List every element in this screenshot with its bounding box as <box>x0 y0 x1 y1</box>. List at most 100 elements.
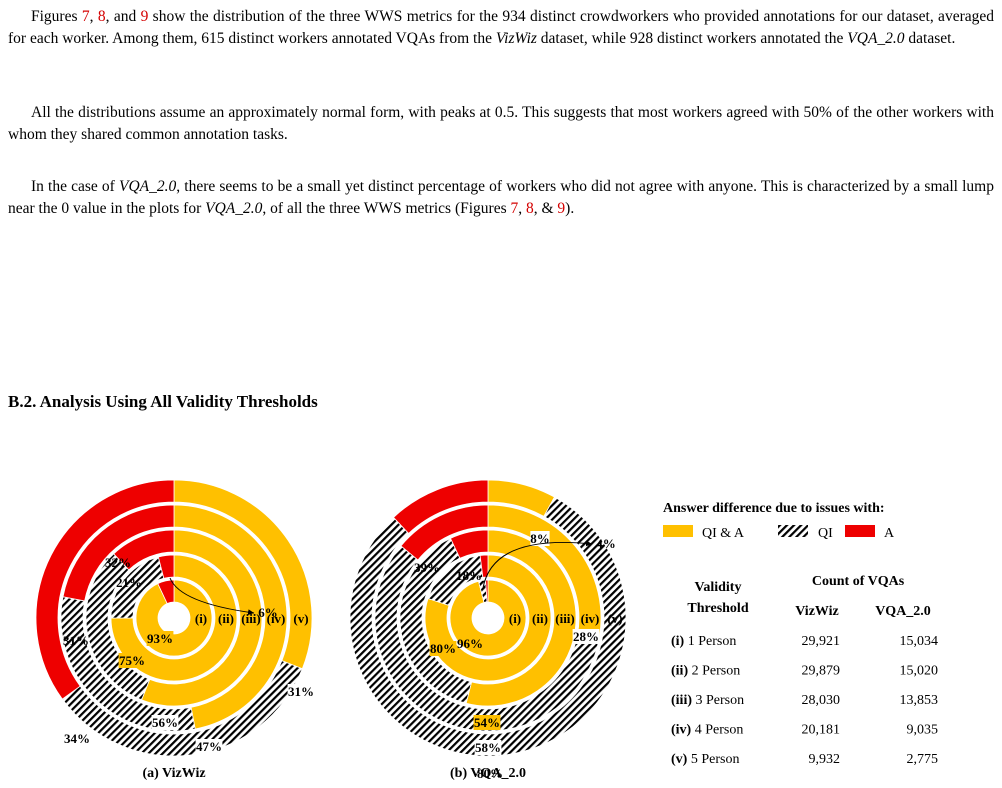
vizwiz-ring-2-a-segment <box>157 554 175 579</box>
paragraph-3: In the case of VQA_2.0, there seems to b… <box>8 176 994 220</box>
vizwiz-ring-label-5: (v) <box>293 611 308 626</box>
vqa-percent-label-8: 28% <box>573 629 599 644</box>
vqa-percent-label-3: 18% <box>456 568 482 583</box>
vizwiz-label-bg-8 <box>195 739 223 754</box>
table-row: (i) 1 Person 29,921 15,034 <box>671 634 938 649</box>
vqa-percent-label-6: 58% <box>475 740 501 755</box>
legend-label-qi-and-a: QI & A <box>702 526 745 541</box>
vqa-caption: (b) VQA_2.0 <box>450 766 526 781</box>
table-cell-threshold: (v) 5 Person <box>671 752 739 767</box>
legend-title: Answer difference due to issues with: <box>663 501 885 516</box>
vqa-percent-label-9: 8% <box>530 531 550 546</box>
table-row-label: 2 Person <box>688 664 740 679</box>
table-row-id: (iv) <box>671 723 692 738</box>
vizwiz-caption: (a) VizWiz <box>142 766 205 781</box>
table-cell-vizwiz: 9,932 <box>809 752 841 767</box>
table-cell-vqa: 2,775 <box>907 752 939 767</box>
vqa-label-bg-2 <box>429 641 457 656</box>
table-row-label: 3 Person <box>692 693 744 708</box>
vqa-callout-arrow <box>482 540 593 589</box>
table-row-id: (ii) <box>671 664 688 679</box>
vqa-ring-label-5: (v) <box>607 611 622 626</box>
p3-end: ). <box>565 200 575 217</box>
vqa-percent-label-5: 54% <box>474 715 500 730</box>
vqa-ring-3-a-segment <box>449 529 489 559</box>
figure-9-link[interactable]: 9 <box>140 8 149 25</box>
table-row: (v) 5 Person 9,932 2,775 <box>671 752 938 767</box>
p3-mid2: , of all the three WWS metrics (Figures <box>262 200 511 217</box>
vizwiz-ring-label-3: (iii) <box>241 611 261 626</box>
table-cell-vqa: 9,035 <box>907 723 939 738</box>
table-row-label: 4 Person <box>691 723 743 738</box>
table-header-validity: Validity <box>695 580 742 595</box>
p3-vqa-1: VQA_2.0 <box>118 178 177 195</box>
p1-sep2: , and <box>105 8 141 25</box>
vizwiz-label-bg-9 <box>287 684 315 699</box>
table-cell-vqa: 13,853 <box>900 693 939 708</box>
table-rows: (i) 1 Person 29,921 15,034 (ii) 2 Person 29,… <box>671 634 938 767</box>
table-row-label: 5 Person <box>687 752 739 767</box>
vizwiz-callout-arrow <box>169 577 255 616</box>
table-cell-vizwiz: 29,921 <box>802 634 841 649</box>
threshold-table: Validity Threshold Count of VQAs VizWiz … <box>671 574 938 767</box>
vqa-ring-1-qi-and-a-segment <box>449 579 527 657</box>
figure-concentric-rings: (i) (ii) (iii) (iv) (v) 93%75% 21% 32% 31% 56% 34%… <box>35 479 938 781</box>
vizwiz-percent-label-7: 34% <box>64 731 90 746</box>
vqa-ring-label-3: (iii) <box>555 611 575 626</box>
figure-8-link[interactable]: 8 <box>525 200 534 217</box>
vqa-ring-3-qi-and-a-segment <box>465 529 577 707</box>
vqa-percent-label-10: 4% <box>596 536 616 551</box>
table-cell-vizwiz: 29,879 <box>802 664 841 679</box>
vqa-label-bg-9 <box>530 531 550 546</box>
vqa-percent-label-2: 80% <box>430 641 456 656</box>
p1-mid: dataset, while 928 distinct workers anno… <box>536 30 848 47</box>
figure-7-link[interactable]: 7 <box>81 8 90 25</box>
legend-swatch-qi-and-a <box>663 525 693 537</box>
vizwiz-label-bg-6 <box>151 715 179 730</box>
vizwiz-ring-3-qi-and-a-segment <box>141 529 263 707</box>
table-cell-vqa: 15,034 <box>900 634 939 649</box>
vizwiz-ring-label-2: (ii) <box>218 611 234 626</box>
vizwiz-percent-label-2: 75% <box>119 653 145 668</box>
vizwiz-percent-label-4: 32% <box>105 555 131 570</box>
paragraph-2: All the distributions assume an approxim… <box>8 102 994 146</box>
section-heading: B.2. Analysis Using All Validity Thresho… <box>8 392 318 411</box>
vqa-ring-5-qi-segment <box>349 496 627 757</box>
vizwiz-ring-4-a-segment <box>62 504 175 602</box>
table-row-label: 1 Person <box>684 634 736 649</box>
table-header-vqa: VQA_2.0 <box>875 604 931 619</box>
figure-7-link[interactable]: 7 <box>510 200 519 217</box>
p3-sep2: , & <box>533 200 558 217</box>
table-cell-threshold: (ii) 2 Person <box>671 664 740 679</box>
table-cell-threshold: (i) 1 Person <box>671 634 736 649</box>
vizwiz-label-bg-1 <box>146 631 174 646</box>
table-cell-threshold: (iv) 4 Person <box>671 723 743 738</box>
table-row: (iii) 3 Person 28,030 13,853 <box>671 693 938 708</box>
vizwiz-label-bg-2 <box>118 653 146 668</box>
p1-vizwiz: VizWiz <box>495 30 537 47</box>
vqa-ring-4-qi-segment <box>374 545 600 732</box>
table-cell-vizwiz: 28,030 <box>802 693 841 708</box>
table-cell-threshold: (iii) 3 Person <box>671 693 744 708</box>
vizwiz-ring-label-4: (iv) <box>267 611 286 626</box>
figure-9-link[interactable]: 9 <box>557 200 566 217</box>
table-header-count: Count of VQAs <box>812 574 905 589</box>
vizwiz-percent-label-6: 56% <box>152 715 178 730</box>
p1-intro: Figures <box>31 8 82 25</box>
table-row-id: (v) <box>671 752 688 767</box>
p1-sep1: , <box>89 8 98 25</box>
legend-swatch-a <box>845 525 875 537</box>
vizwiz-percent-label-1: 93% <box>147 631 173 646</box>
chart-vqa: (i) (ii) (iii) (iv) (v)96%80%18%39%54%58%80%… <box>349 479 627 781</box>
legend: Answer difference due to issues with: QI… <box>663 501 895 541</box>
table-row: (ii) 2 Person 29,879 15,020 <box>671 664 938 679</box>
vqa-ring-label-4: (iv) <box>581 611 600 626</box>
figure-8-link[interactable]: 8 <box>97 8 106 25</box>
p3-sep1: , <box>518 200 526 217</box>
table-header-threshold: Threshold <box>687 601 748 616</box>
table-row-id: (iii) <box>671 693 692 708</box>
vizwiz-ring-3-a-segment <box>113 529 175 571</box>
vqa-ring-label-1: (i) <box>509 611 521 626</box>
vqa-ring-label-2: (ii) <box>532 611 548 626</box>
vizwiz-percent-label-8: 47% <box>196 739 222 754</box>
